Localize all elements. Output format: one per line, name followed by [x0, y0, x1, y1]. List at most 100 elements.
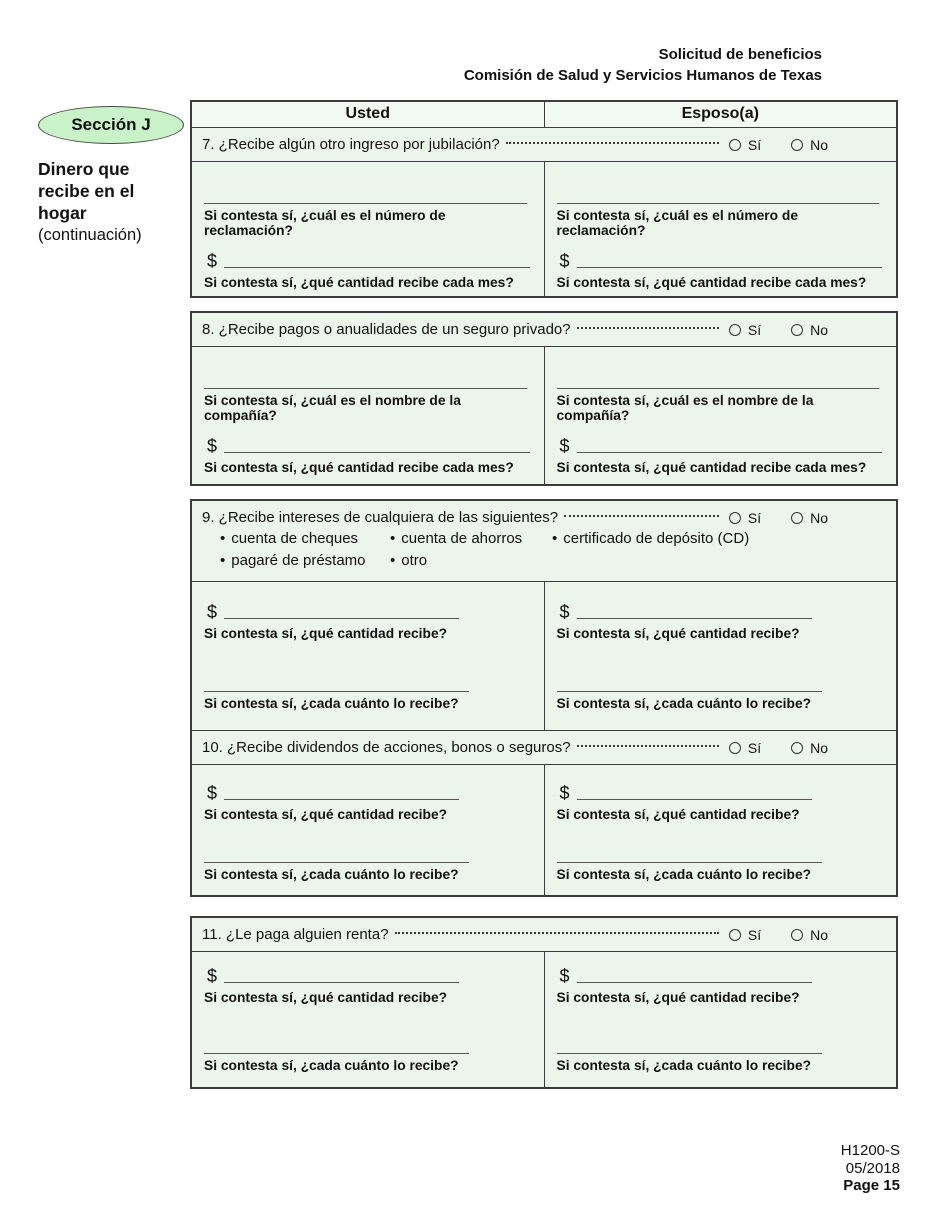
q9-yes-label: Sí: [747, 509, 762, 526]
q9-spouse-cell: $ Si contesta sí, ¿qué cantidad recibe? …: [545, 582, 897, 730]
question-8-label: 8. ¿Recibe pagos o anualidades de un seg…: [202, 321, 571, 338]
q9-yes-radio[interactable]: [728, 511, 741, 524]
question-7-row: 7. ¿Recibe algún otro ingreso por jubila…: [192, 128, 896, 162]
bullet-text: otro: [401, 552, 428, 569]
question-9-options: Sí No: [728, 509, 828, 526]
revision-date: 05/2018: [845, 1159, 900, 1177]
q9-spouse-frequency-label: Si contesta sí, ¿cada cuánto lo recibe?: [556, 696, 812, 711]
q9-you-frequency-input-line[interactable]: [204, 691, 469, 692]
q10-no-label: No: [810, 739, 828, 756]
question-8-row: 8. ¿Recibe pagos o anualidades de un seg…: [192, 313, 896, 347]
q11-spouse-frequency-input-line[interactable]: [556, 1053, 822, 1054]
dollar-sign: $: [559, 602, 570, 622]
column-header-spouse: Esposo(a): [681, 105, 759, 122]
q8-yes-radio[interactable]: [728, 323, 741, 336]
dollar-sign: $: [207, 251, 218, 271]
q10-spouse-frequency-input-line[interactable]: [556, 862, 822, 863]
question-7-options: Sí No: [728, 136, 828, 153]
question-7-block: Usted Esposo(a) 7. ¿Recibe algún otro in…: [190, 100, 898, 298]
q8-spouse-amount-input-line[interactable]: [576, 452, 882, 453]
question-9-answers: $ Si contesta sí, ¿qué cantidad recibe? …: [192, 582, 896, 731]
q8-spouse-company-input-line[interactable]: [556, 388, 880, 389]
q7-yes-radio[interactable]: [728, 138, 741, 151]
q10-you-amount-row: $: [204, 783, 534, 803]
q7-spouse-amount-label: Si contesta sí, ¿qué cantidad recibe cad…: [556, 275, 867, 290]
q8-you-company-input-line[interactable]: [204, 388, 527, 389]
bullet-icon: •: [390, 552, 396, 569]
question-11-answers: $ Si contesta sí, ¿qué cantidad recibe? …: [192, 952, 896, 1087]
q9-spouse-amount-input-line[interactable]: [576, 618, 812, 619]
document-header: Solicitud de beneficios Comisión de Salu…: [464, 44, 822, 86]
q11-you-amount-input-line[interactable]: [224, 982, 460, 983]
q11-no-radio[interactable]: [791, 928, 804, 941]
q9-you-amount-input-line[interactable]: [224, 618, 460, 619]
question-9-bullet-list: • cuenta de cheques • cuenta de ahorros • c…: [192, 528, 896, 582]
q7-no-label: No: [810, 136, 828, 153]
bullet-row-2: • pagaré de préstamo • otro: [220, 550, 884, 572]
bullet-item: • cuenta de ahorros: [390, 528, 552, 550]
q10-no-radio[interactable]: [791, 741, 804, 754]
q7-spouse-cell: Si contesta sí, ¿cuál es el número de re…: [545, 162, 897, 296]
q7-you-amount-label: Si contesta sí, ¿qué cantidad recibe cad…: [204, 275, 514, 290]
q7-spouse-claim-label: Si contesta sí, ¿cuál es el número de re…: [556, 208, 799, 238]
q8-you-amount-label: Si contesta sí, ¿qué cantidad recibe cad…: [204, 460, 514, 475]
q7-spouse-claim-input-line[interactable]: [556, 203, 880, 204]
question-11-row: 11. ¿Le paga alguien renta? Sí No: [192, 918, 896, 952]
q10-spouse-frequency-label: Si contesta sí, ¿cada cuánto lo recibe?: [556, 867, 812, 882]
q7-you-claim-input-line[interactable]: [204, 203, 527, 204]
question-7-label: 7. ¿Recibe algún otro ingreso por jubila…: [202, 136, 500, 153]
q7-you-cell: Si contesta sí, ¿cuál es el número de re…: [192, 162, 545, 296]
q8-no-label: No: [810, 321, 828, 338]
q9-you-frequency-label: Si contesta sí, ¿cada cuánto lo recibe?: [204, 696, 459, 711]
dollar-sign: $: [207, 436, 218, 456]
q11-spouse-amount-input-line[interactable]: [576, 982, 812, 983]
q7-yes-label: Sí: [747, 136, 762, 153]
q7-you-amount-input-line[interactable]: [224, 267, 530, 268]
section-badge-label: Sección J: [71, 115, 151, 134]
question-10-label: 10. ¿Recibe dividendos de acciones, bono…: [202, 739, 571, 756]
q11-yes-radio[interactable]: [728, 928, 741, 941]
q11-spouse-frequency-label: Si contesta sí, ¿cada cuánto lo recibe?: [556, 1058, 812, 1073]
dotted-leader: [576, 326, 719, 329]
question-11-label: 11. ¿Le paga alguien renta?: [202, 926, 389, 943]
question-8-block: 8. ¿Recibe pagos o anualidades de un seg…: [190, 311, 898, 486]
q10-you-amount-input-line[interactable]: [224, 799, 460, 800]
question-10-options: Sí No: [728, 739, 828, 756]
q8-spouse-cell: Si contesta sí, ¿cuál es el nombre de la…: [545, 347, 897, 484]
q10-yes-label: Sí: [747, 739, 762, 756]
question-11-options: Sí No: [728, 927, 828, 943]
column-header-you: Usted: [192, 102, 545, 127]
q10-spouse-amount-label: Si contesta sí, ¿qué cantidad recibe?: [556, 807, 800, 822]
dollar-sign: $: [559, 251, 570, 271]
section-sidebar: Sección J Dinero que recibe en el hogar …: [38, 106, 190, 246]
bullet-item: • pagaré de préstamo: [220, 550, 390, 572]
question-8-options: Sí No: [728, 321, 828, 338]
question-11-block: 11. ¿Le paga alguien renta? Sí No $ Si c…: [190, 916, 898, 1089]
q9-no-radio[interactable]: [791, 511, 804, 524]
question-9-label: 9. ¿Recibe intereses de cualquiera de la…: [202, 509, 559, 526]
document-title: Solicitud de beneficios: [658, 46, 822, 63]
q7-spouse-amount-input-line[interactable]: [576, 267, 882, 268]
dollar-sign: $: [559, 966, 570, 986]
q10-spouse-amount-input-line[interactable]: [576, 799, 812, 800]
bullet-text: certificado de depósito (CD): [563, 530, 750, 547]
q7-no-radio[interactable]: [791, 138, 804, 151]
q8-you-amount-input-line[interactable]: [224, 452, 530, 453]
q11-you-frequency-input-line[interactable]: [204, 1053, 469, 1054]
dotted-leader: [394, 931, 719, 934]
q9-you-amount-label: Si contesta sí, ¿qué cantidad recibe?: [204, 626, 448, 641]
q7-you-amount-row: $: [204, 251, 534, 271]
q9-no-label: No: [810, 509, 828, 526]
q7-you-claim-label: Si contesta sí, ¿cuál es el número de re…: [204, 208, 446, 238]
q10-yes-radio[interactable]: [728, 741, 741, 754]
section-subtitle: (continuación): [38, 226, 142, 244]
q8-no-radio[interactable]: [791, 323, 804, 336]
q7-spouse-amount-row: $: [557, 251, 887, 271]
q10-you-frequency-input-line[interactable]: [204, 862, 469, 863]
question-9-10-block: 9. ¿Recibe intereses de cualquiera de la…: [190, 499, 898, 897]
q11-you-amount-label: Si contesta sí, ¿qué cantidad recibe?: [204, 990, 448, 1005]
form-body: Usted Esposo(a) 7. ¿Recibe algún otro in…: [190, 100, 898, 1089]
q9-spouse-frequency-input-line[interactable]: [556, 691, 822, 692]
q8-you-amount-row: $: [204, 436, 534, 456]
